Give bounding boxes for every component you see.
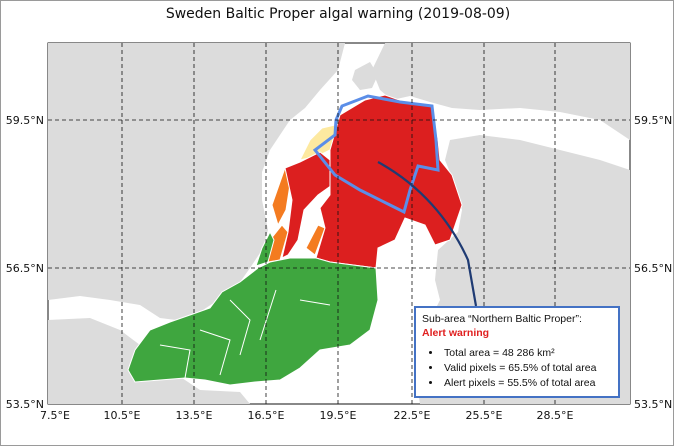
region-no-warning-coast (255, 230, 275, 267)
x-tick-label: 28.5°E (537, 409, 574, 422)
x-tick-label: 13.5°E (176, 409, 213, 422)
region-warning-1 (271, 167, 293, 227)
x-tick-label: 10.5°E (104, 409, 141, 422)
x-tick-label: 16.5°E (248, 409, 285, 422)
subarea-borders (159, 289, 331, 379)
warning-layer (127, 94, 463, 386)
pointer-line (377, 161, 478, 307)
info-alert-pixels: Alert pixels = 55.5% of total area (442, 376, 612, 391)
region-alert-west (281, 151, 333, 259)
info-box-title: Sub-area “Northern Baltic Proper”: (422, 313, 582, 325)
x-tick-label: 22.5°E (394, 409, 431, 422)
land-aland (352, 62, 378, 90)
map-title: Sweden Baltic Proper algal warning (2019… (165, 6, 511, 22)
info-box-status: Alert warning (422, 327, 490, 339)
x-tick-label: 7.5°E (40, 409, 70, 422)
region-alert-main (315, 94, 463, 269)
y-tick-label-left: 59.5°N (6, 114, 44, 127)
y-tick-label-right: 59.5°N (634, 114, 672, 127)
gridlines (48, 43, 630, 404)
x-axis-ticks: 7.5°E 10.5°E 13.5°E 16.5°E 19.5°E 22.5°E 25.5°… (40, 409, 573, 422)
y-tick-label-right: 53.5°N (634, 398, 672, 411)
info-box: Sub-area “Northern Baltic Proper”: Alert… (414, 306, 620, 398)
northern-baltic-proper-outline (312, 94, 440, 215)
y-tick-label-right: 56.5°N (634, 262, 672, 275)
y-axis-ticks: 59.5°N 59.5°N 56.5°N 56.5°N 53.5°N 53.5°N (6, 114, 672, 411)
y-tick-label-left: 56.5°N (6, 262, 44, 275)
x-tick-label: 19.5°E (320, 409, 357, 422)
info-box-list: Total area = 48 286 km² Valid pixels = 6… (422, 346, 612, 391)
x-tick-label: 25.5°E (466, 409, 503, 422)
info-total-area: Total area = 48 286 km² (442, 346, 612, 361)
land-finland (372, 43, 630, 140)
y-tick-label-left: 53.5°N (6, 398, 44, 411)
info-valid-pixels: Valid pixels = 65.5% of total area (442, 361, 612, 376)
land-sweden (48, 43, 345, 320)
